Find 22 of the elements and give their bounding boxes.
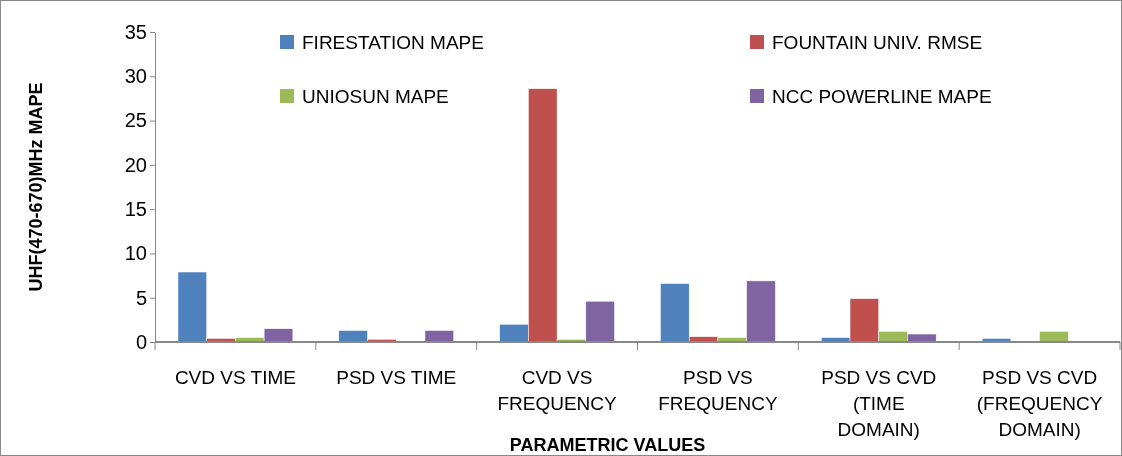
x-tick-label: CVD VS FREQUENCY <box>497 367 618 414</box>
bar <box>424 330 454 343</box>
x-tick-label: PSD VS TIME <box>336 367 457 388</box>
y-tick-label: 15 <box>124 198 147 221</box>
y-tick-label: 20 <box>124 153 147 176</box>
legend-label: FIRESTATION MAPE <box>302 32 484 53</box>
legend-label: FOUNTAIN UNIV. RMSE <box>772 32 983 53</box>
y-tick-label: 0 <box>135 330 147 353</box>
y-tick-label: 10 <box>124 242 147 265</box>
y-tick-label: 25 <box>124 109 147 132</box>
x-axis-title: PARAMETRIC VALUES <box>509 435 706 455</box>
legend-label: NCC POWERLINE MAPE <box>772 86 992 107</box>
x-tick-label: PSD VS CVD (FREQUENCY DOMAIN) <box>976 367 1103 440</box>
legend-label: UNIOSUN MAPE <box>302 86 449 107</box>
y-tick-label: 30 <box>124 65 147 88</box>
x-tick-label: PSD VS FREQUENCY <box>658 367 778 414</box>
y-tick-label: 35 <box>124 20 147 43</box>
y-axis-title: UHF(470-670)MHz MAPE <box>26 82 46 292</box>
y-tick-label: 5 <box>135 286 147 309</box>
x-tick-label: PSD VS CVD (TIME DOMAIN) <box>821 367 937 440</box>
x-tick-label: CVD VS TIME <box>174 367 296 388</box>
bar <box>1039 331 1069 343</box>
